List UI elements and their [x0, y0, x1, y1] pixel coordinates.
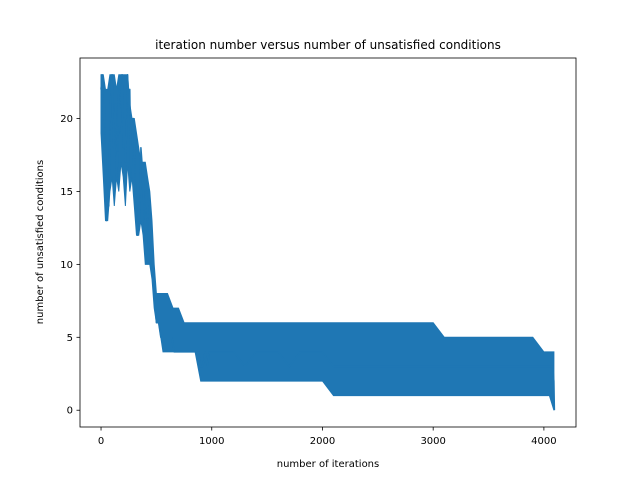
- y-axis-label: number of unsatisfied conditions: [35, 160, 46, 324]
- x-tick-label: 1000: [199, 436, 224, 447]
- plot-area: [100, 74, 556, 411]
- x-tick-label: 3000: [420, 436, 445, 447]
- series-line-0: [100, 74, 556, 411]
- x-tick-label: 0: [98, 436, 104, 447]
- x-axis-label: number of iterations: [277, 459, 379, 470]
- y-tick-label: 20: [60, 114, 73, 125]
- y-axis-ticks: 0 5 10 15 20: [60, 114, 80, 417]
- x-tick-label: 4000: [531, 436, 556, 447]
- x-tick-label: 2000: [310, 436, 335, 447]
- y-tick-label: 10: [60, 260, 73, 271]
- chart-title: iteration number versus number of unsati…: [155, 38, 501, 52]
- y-tick-label: 5: [67, 333, 73, 344]
- y-tick-label: 0: [67, 406, 73, 417]
- x-axis-ticks: 0 1000 2000 3000 4000: [98, 427, 557, 447]
- data-layer: [100, 74, 556, 411]
- y-tick-label: 15: [60, 187, 73, 198]
- axes-frame: [79, 57, 577, 428]
